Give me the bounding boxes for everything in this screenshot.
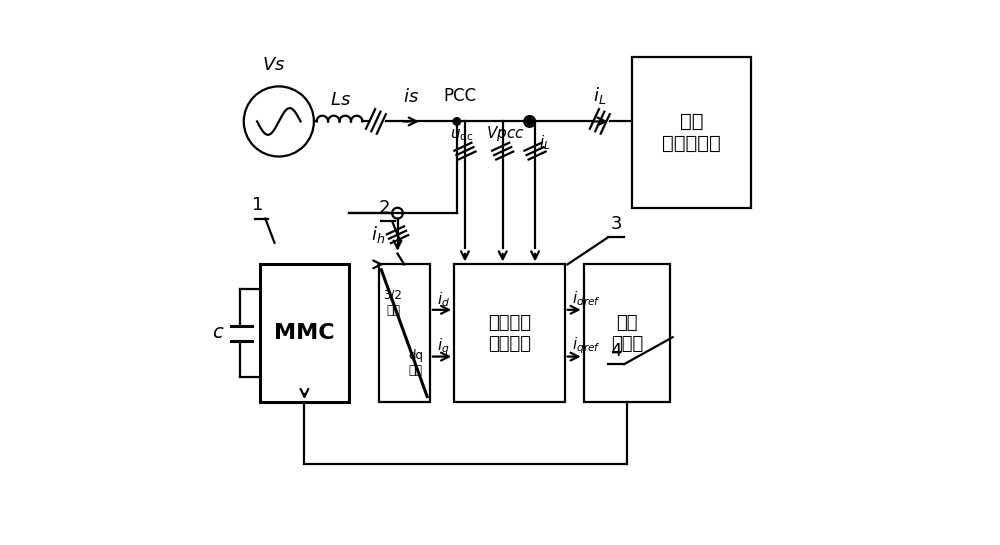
Text: MMC: MMC <box>274 323 335 343</box>
Text: $Vpcc$: $Vpcc$ <box>486 124 525 143</box>
Text: 1: 1 <box>252 196 263 214</box>
Text: 4: 4 <box>610 342 622 360</box>
Text: $i_{qref}$: $i_{qref}$ <box>572 336 601 356</box>
Text: $i_L$: $i_L$ <box>593 85 606 106</box>
Text: 三相
非线性负载: 三相 非线性负载 <box>662 112 721 153</box>
Text: 谐波电流
检测单元: 谐波电流 检测单元 <box>488 314 531 353</box>
Text: $i_{dref}$: $i_{dref}$ <box>572 289 601 308</box>
Text: 3: 3 <box>610 215 622 233</box>
Text: dq
变换: dq 变换 <box>408 349 423 378</box>
Bar <box>632 57 751 208</box>
Circle shape <box>453 118 461 125</box>
Text: PCC: PCC <box>443 87 476 105</box>
Bar <box>584 264 670 402</box>
Bar <box>260 264 349 402</box>
Text: $i_d$: $i_d$ <box>437 290 450 310</box>
Text: 3/2
变换: 3/2 变换 <box>384 289 402 317</box>
Bar <box>454 264 565 402</box>
Text: $i_h$: $i_h$ <box>371 224 386 245</box>
Text: $i_q$: $i_q$ <box>437 337 450 357</box>
Text: 电流
控制器: 电流 控制器 <box>611 314 643 353</box>
Text: $Ls$: $Ls$ <box>330 91 351 109</box>
Text: $Vs$: $Vs$ <box>262 56 285 74</box>
Text: $c$: $c$ <box>212 324 225 342</box>
Bar <box>379 264 430 402</box>
Text: $is$: $is$ <box>403 88 419 106</box>
Text: 2: 2 <box>378 199 390 217</box>
Text: $u_{\rm dc}$: $u_{\rm dc}$ <box>450 127 474 143</box>
Circle shape <box>526 118 533 125</box>
Text: $i_L$: $i_L$ <box>539 134 551 153</box>
